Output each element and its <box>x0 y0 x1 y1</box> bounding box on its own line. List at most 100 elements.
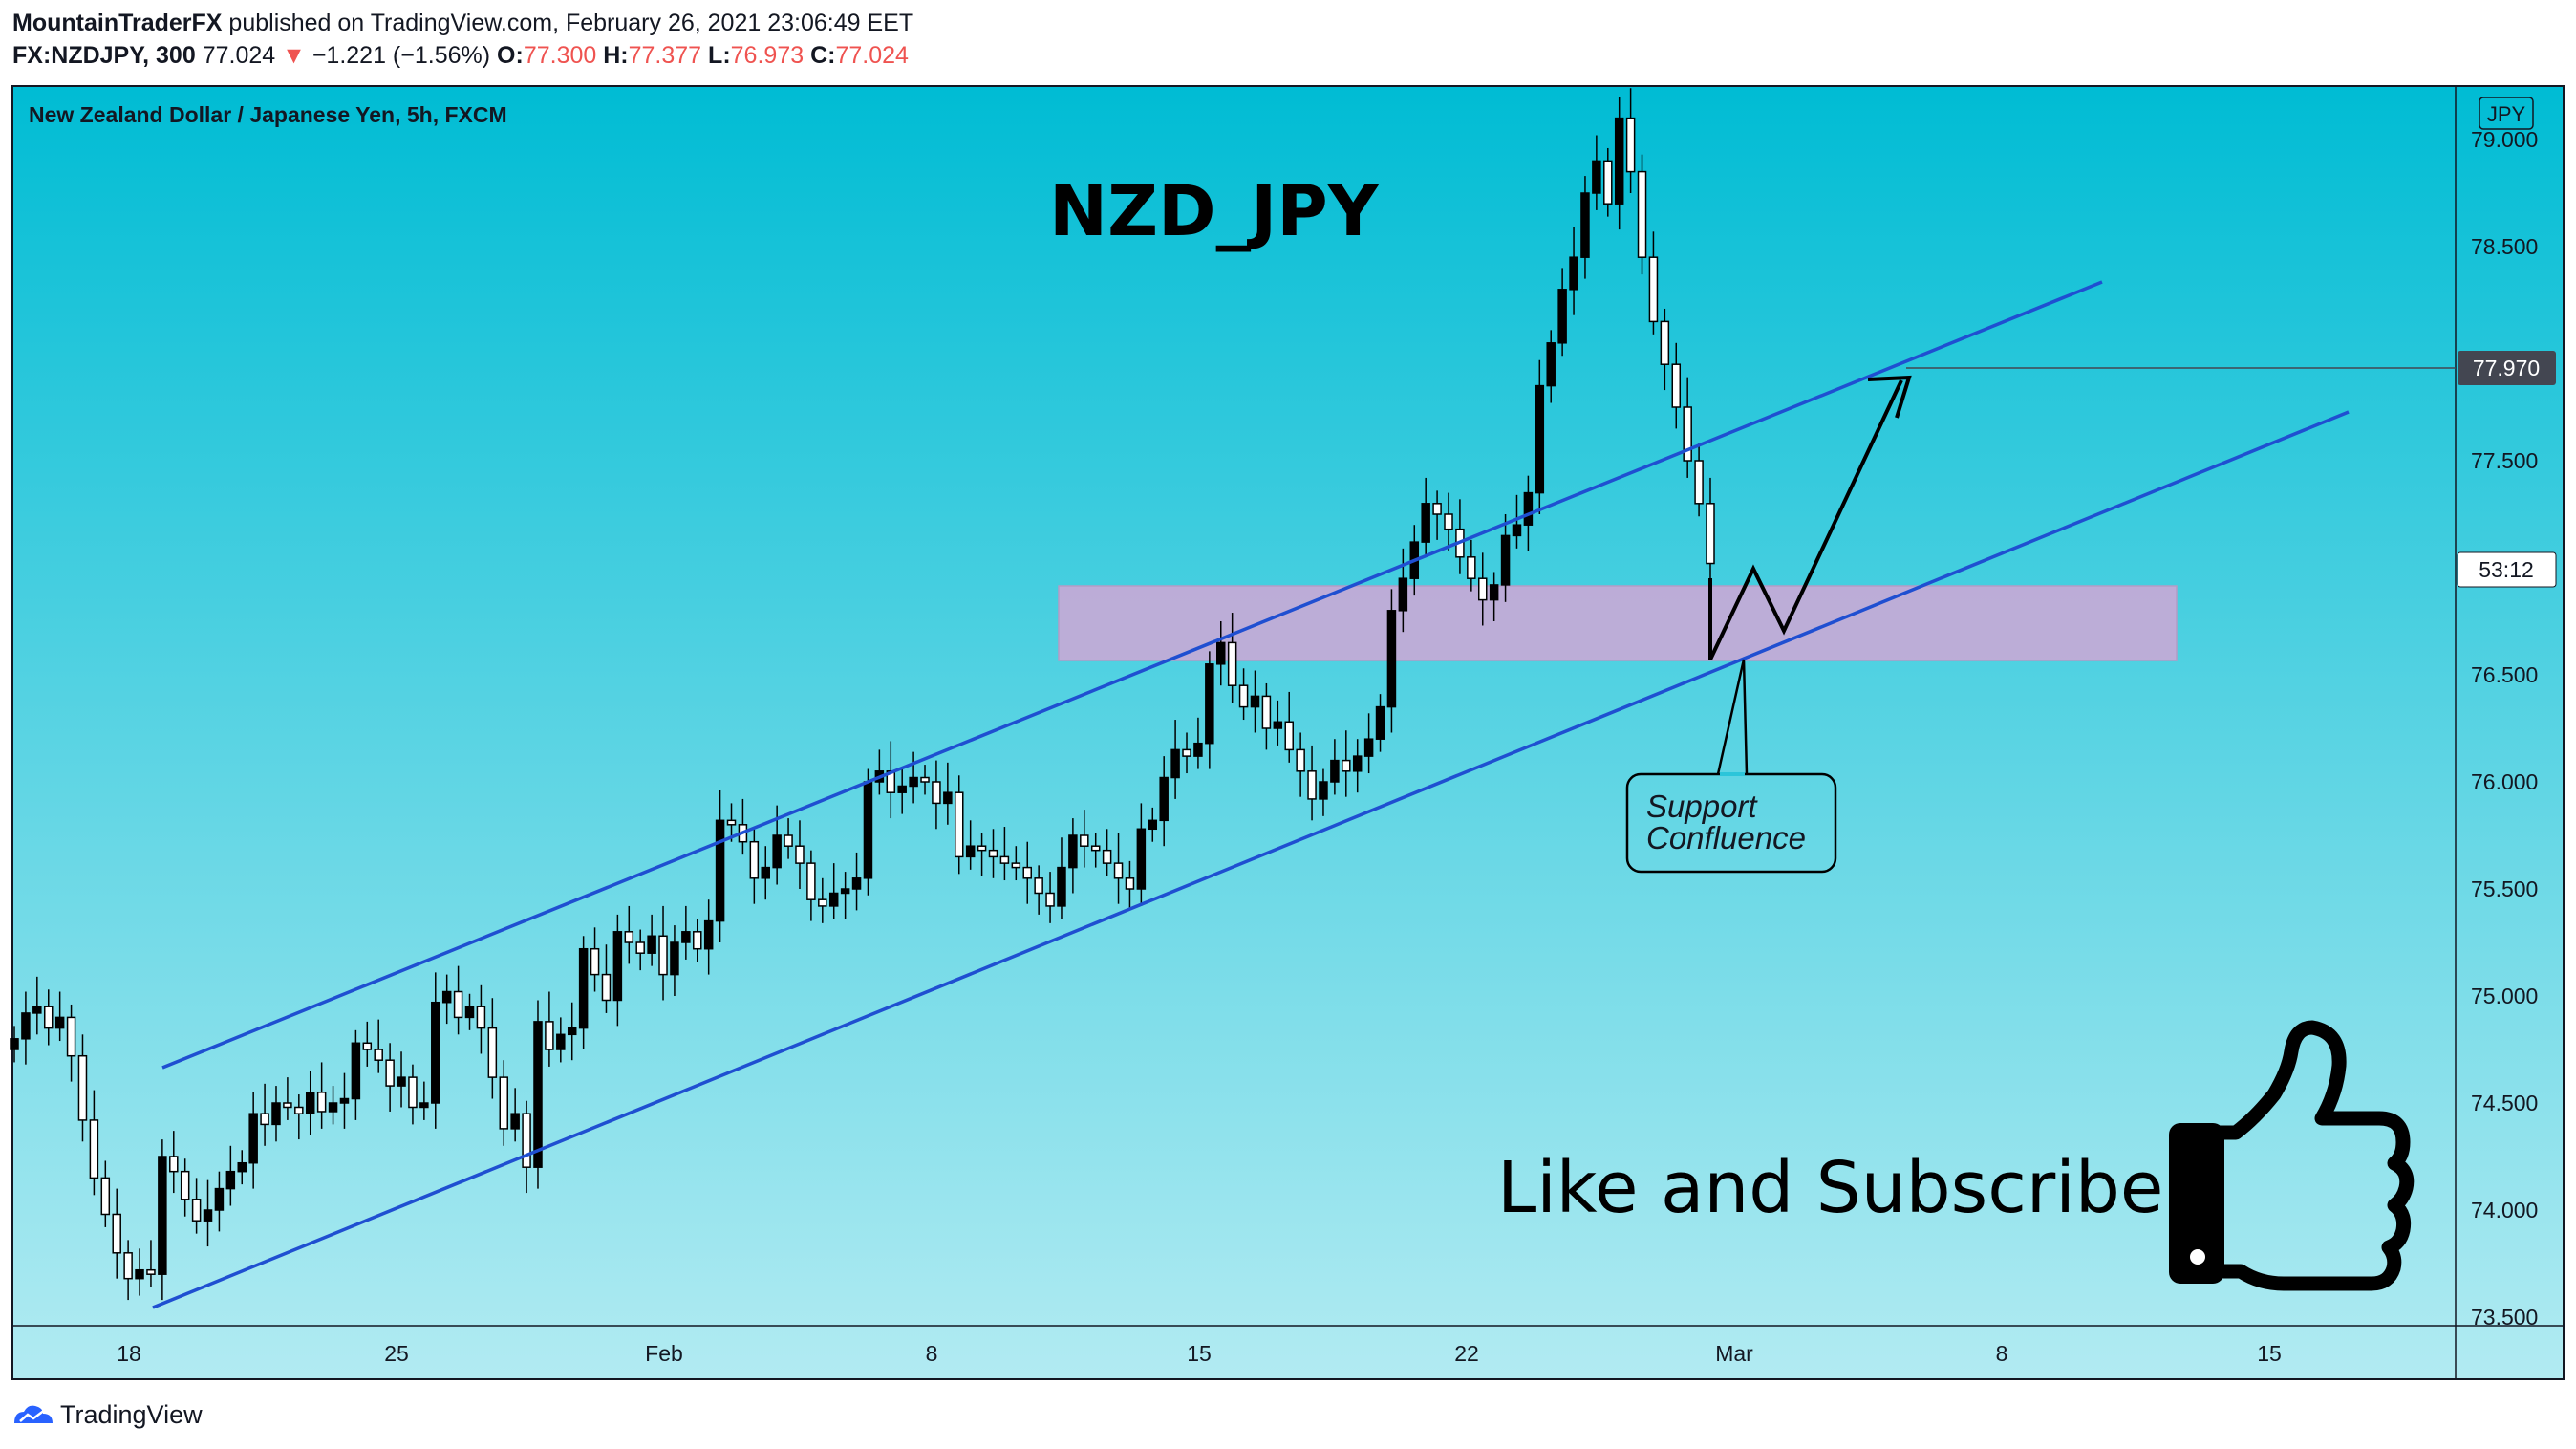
candle <box>1500 514 1511 602</box>
author-name[interactable]: MountainTraderFX <box>12 10 223 36</box>
candle <box>1660 308 1670 391</box>
candle <box>1159 756 1169 847</box>
candle <box>1467 539 1476 592</box>
candle <box>1489 572 1499 621</box>
publish-line: MountainTraderFX published on TradingVie… <box>12 8 913 38</box>
target-price-label: 77.970 <box>2458 351 2556 385</box>
candle <box>283 1077 292 1120</box>
header: MountainTraderFX published on TradingVie… <box>12 6 2564 69</box>
candle <box>681 905 691 960</box>
candle <box>977 833 987 876</box>
open-label: O: <box>497 42 524 69</box>
footer: TradingView <box>12 1397 203 1432</box>
candle <box>1057 837 1066 919</box>
tradingview-brand-text[interactable]: TradingView <box>60 1399 203 1429</box>
candle <box>203 1179 213 1247</box>
candle <box>795 820 805 889</box>
candle <box>863 768 873 896</box>
candle <box>1546 330 1556 403</box>
candle <box>1637 154 1647 275</box>
candle <box>1512 494 1522 549</box>
candle <box>305 1071 315 1135</box>
time-tick-label: 18 <box>117 1341 141 1366</box>
symbol-ohlc-line: FX:NZDJPY, 300 77.024 ▼ −1.221 (−1.56%) … <box>12 40 909 71</box>
candle <box>670 925 679 996</box>
countdown-text: 53:12 <box>2479 557 2534 582</box>
candle <box>1034 865 1043 915</box>
candle <box>1125 860 1135 911</box>
candle <box>1238 668 1249 721</box>
time-tick-label: 22 <box>1454 1341 1479 1366</box>
candle <box>1193 717 1203 769</box>
candle <box>146 1240 156 1287</box>
support-label-line1: Support <box>1646 789 1758 824</box>
price-tick-label: 75.500 <box>2471 876 2538 901</box>
candle <box>10 1026 19 1063</box>
candle <box>624 905 634 964</box>
candle <box>601 944 612 1013</box>
candle <box>316 1062 327 1129</box>
candle <box>1648 231 1659 335</box>
candle <box>1148 807 1158 842</box>
target-arrow-icon <box>1867 375 1912 419</box>
candle <box>818 877 827 923</box>
candle <box>464 993 475 1030</box>
candle <box>1535 359 1545 514</box>
currency-badge[interactable]: JPY <box>2479 97 2534 130</box>
time-tick-label: Feb <box>645 1341 683 1366</box>
candle <box>1671 342 1682 429</box>
candle <box>1363 713 1374 774</box>
price-axis: 73.500 74.000 74.500 75.000 75.500 76.000 76.5… <box>2471 127 2538 1330</box>
candle <box>1580 176 1590 279</box>
candle <box>1386 589 1397 733</box>
candle <box>909 751 918 804</box>
candle <box>1011 846 1021 881</box>
projected-path <box>1708 379 1903 660</box>
candle <box>441 974 452 1025</box>
time-tick-label: 25 <box>384 1341 409 1366</box>
candle <box>1398 548 1408 633</box>
candle <box>169 1131 179 1194</box>
candle <box>1022 841 1032 904</box>
candle <box>749 829 760 904</box>
support-zone <box>1058 585 2178 661</box>
candle <box>1444 492 1453 551</box>
candle <box>635 929 645 971</box>
symbol-label[interactable]: FX:NZDJPY, 300 <box>12 42 196 69</box>
candle <box>840 872 850 919</box>
candle <box>260 1083 269 1146</box>
time-tick-label: Mar <box>1715 1341 1753 1366</box>
candle <box>294 1094 304 1140</box>
candle <box>237 1150 247 1185</box>
candle <box>965 820 976 870</box>
candle <box>191 1178 202 1234</box>
last-price: 77.024 <box>202 42 276 69</box>
candle <box>1216 621 1226 686</box>
candle <box>1250 670 1260 733</box>
time-tick-label: 15 <box>1187 1341 1212 1366</box>
candle <box>158 1139 167 1301</box>
price-tick-label: 76.500 <box>2471 662 2538 687</box>
candle <box>943 762 953 825</box>
candle <box>556 1017 566 1063</box>
candle <box>1330 739 1340 795</box>
candle <box>54 991 65 1042</box>
candle <box>920 765 930 795</box>
price-tick-label: 74.000 <box>2471 1198 2538 1222</box>
candle <box>21 991 31 1065</box>
published-text: published on TradingView.com, February 2… <box>228 10 914 36</box>
candle <box>385 1043 395 1112</box>
time-tick-label: 15 <box>2257 1341 2282 1366</box>
candle <box>1182 732 1191 774</box>
candle <box>510 1088 520 1142</box>
candle <box>135 1248 144 1296</box>
time-tick-label: 8 <box>1996 1341 2008 1366</box>
chart[interactable]: 73.500 74.000 74.500 75.000 75.500 76.000 76.5… <box>0 0 2576 1395</box>
candle <box>522 1100 531 1194</box>
tradingview-logo-icon[interactable] <box>12 1402 54 1427</box>
candle <box>112 1188 121 1279</box>
candle <box>1706 477 1715 590</box>
candle <box>77 1034 88 1142</box>
candle <box>339 1072 350 1129</box>
price-tick-label: 74.500 <box>2471 1091 2538 1115</box>
